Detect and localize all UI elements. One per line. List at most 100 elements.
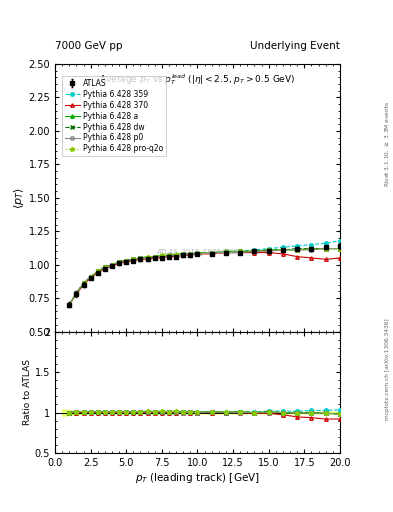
Pythia 6.428 a — [323, 246, 328, 252]
Pythia 6.428 pro-q2o — [117, 259, 121, 265]
Pythia 6.428 a — [266, 247, 271, 253]
Pythia 6.428 359 — [266, 246, 271, 252]
Pythia 6.428 p0 — [167, 252, 171, 259]
Pythia 6.428 dw — [160, 253, 164, 260]
Pythia 6.428 359 — [95, 268, 100, 274]
Pythia 6.428 370 — [338, 255, 342, 261]
Pythia 6.428 p0 — [181, 252, 185, 259]
Pythia 6.428 359 — [209, 249, 214, 255]
Pythia 6.428 dw — [131, 256, 136, 262]
Legend: ATLAS, Pythia 6.428 359, Pythia 6.428 370, Pythia 6.428 a, Pythia 6.428 dw, Pyth: ATLAS, Pythia 6.428 359, Pythia 6.428 37… — [62, 76, 166, 156]
Pythia 6.428 a — [188, 251, 193, 257]
Pythia 6.428 370 — [88, 275, 93, 281]
Pythia 6.428 pro-q2o — [95, 268, 100, 274]
Pythia 6.428 pro-q2o — [88, 273, 93, 280]
Pythia 6.428 359 — [145, 255, 150, 261]
Pythia 6.428 p0 — [124, 258, 129, 264]
Pythia 6.428 359 — [224, 248, 228, 254]
Pythia 6.428 359 — [103, 264, 107, 270]
Line: Pythia 6.428 p0: Pythia 6.428 p0 — [68, 247, 342, 307]
Pythia 6.428 pro-q2o — [309, 246, 314, 252]
Pythia 6.428 359 — [138, 255, 143, 261]
Pythia 6.428 p0 — [152, 253, 157, 260]
Pythia 6.428 a — [309, 246, 314, 252]
Pythia 6.428 p0 — [188, 251, 193, 257]
Pythia 6.428 359 — [124, 258, 129, 264]
Pythia 6.428 pro-q2o — [67, 302, 72, 308]
Pythia 6.428 370 — [131, 258, 136, 264]
Pythia 6.428 p0 — [174, 252, 178, 259]
Pythia 6.428 p0 — [95, 268, 100, 274]
Pythia 6.428 359 — [238, 248, 242, 254]
Pythia 6.428 a — [224, 248, 228, 254]
Pythia 6.428 359 — [81, 280, 86, 286]
Pythia 6.428 pro-q2o — [338, 246, 342, 252]
Pythia 6.428 370 — [138, 256, 143, 262]
Pythia 6.428 359 — [188, 251, 193, 257]
Text: Underlying Event: Underlying Event — [250, 41, 340, 51]
Pythia 6.428 pro-q2o — [160, 252, 164, 259]
Text: ATLAS_2010_S8894728: ATLAS_2010_S8894728 — [156, 248, 239, 254]
Pythia 6.428 dw — [295, 246, 299, 252]
Pythia 6.428 p0 — [224, 249, 228, 255]
Pythia 6.428 dw — [110, 262, 114, 268]
Pythia 6.428 370 — [110, 263, 114, 269]
Pythia 6.428 a — [88, 273, 93, 280]
Pythia 6.428 370 — [238, 249, 242, 255]
Pythia 6.428 370 — [160, 255, 164, 261]
Pythia 6.428 p0 — [281, 247, 285, 253]
Pythia 6.428 359 — [295, 243, 299, 249]
X-axis label: $p_T$ (leading track) [GeV]: $p_T$ (leading track) [GeV] — [135, 471, 260, 485]
Line: Pythia 6.428 a: Pythia 6.428 a — [68, 247, 342, 307]
Pythia 6.428 359 — [74, 290, 79, 296]
Pythia 6.428 359 — [174, 252, 178, 259]
Pythia 6.428 a — [67, 302, 72, 308]
Pythia 6.428 p0 — [209, 249, 214, 255]
Pythia 6.428 dw — [74, 290, 79, 296]
Pythia 6.428 a — [117, 259, 121, 265]
Pythia 6.428 a — [195, 249, 200, 255]
Pythia 6.428 pro-q2o — [152, 253, 157, 260]
Pythia 6.428 pro-q2o — [295, 247, 299, 253]
Pythia 6.428 a — [295, 247, 299, 253]
Pythia 6.428 370 — [167, 253, 171, 260]
Pythia 6.428 dw — [117, 259, 121, 265]
Pythia 6.428 pro-q2o — [81, 280, 86, 286]
Pythia 6.428 pro-q2o — [188, 251, 193, 257]
Pythia 6.428 pro-q2o — [174, 251, 178, 257]
Pythia 6.428 a — [124, 258, 129, 264]
Pythia 6.428 pro-q2o — [195, 249, 200, 255]
Pythia 6.428 dw — [266, 247, 271, 253]
Pythia 6.428 p0 — [295, 247, 299, 253]
Pythia 6.428 359 — [167, 252, 171, 259]
Pythia 6.428 370 — [145, 256, 150, 262]
Pythia 6.428 dw — [252, 248, 257, 254]
Pythia 6.428 a — [160, 252, 164, 259]
Pythia 6.428 370 — [74, 291, 79, 297]
Pythia 6.428 370 — [188, 252, 193, 259]
Pythia 6.428 a — [138, 255, 143, 261]
Pythia 6.428 370 — [95, 270, 100, 276]
Y-axis label: Ratio to ATLAS: Ratio to ATLAS — [23, 359, 32, 425]
Pythia 6.428 370 — [124, 259, 129, 265]
Pythia 6.428 dw — [195, 251, 200, 257]
Pythia 6.428 359 — [181, 251, 185, 257]
Pythia 6.428 p0 — [81, 280, 86, 286]
Pythia 6.428 359 — [152, 253, 157, 260]
Pythia 6.428 a — [252, 248, 257, 254]
Pythia 6.428 a — [209, 249, 214, 255]
Pythia 6.428 p0 — [74, 290, 79, 296]
Pythia 6.428 359 — [110, 262, 114, 268]
Pythia 6.428 a — [174, 251, 178, 257]
Pythia 6.428 dw — [309, 246, 314, 252]
Pythia 6.428 a — [281, 247, 285, 253]
Text: Average $p_T$ vs $p_T^{lead}$ ($|\eta| < 2.5$, $p_T > 0.5$ GeV): Average $p_T$ vs $p_T^{lead}$ ($|\eta| <… — [99, 72, 296, 87]
Pythia 6.428 p0 — [309, 247, 314, 253]
Pythia 6.428 a — [152, 253, 157, 260]
Pythia 6.428 pro-q2o — [138, 255, 143, 261]
Pythia 6.428 pro-q2o — [266, 247, 271, 253]
Pythia 6.428 dw — [67, 302, 72, 308]
Pythia 6.428 a — [103, 264, 107, 270]
Pythia 6.428 359 — [117, 259, 121, 265]
Pythia 6.428 370 — [309, 255, 314, 261]
